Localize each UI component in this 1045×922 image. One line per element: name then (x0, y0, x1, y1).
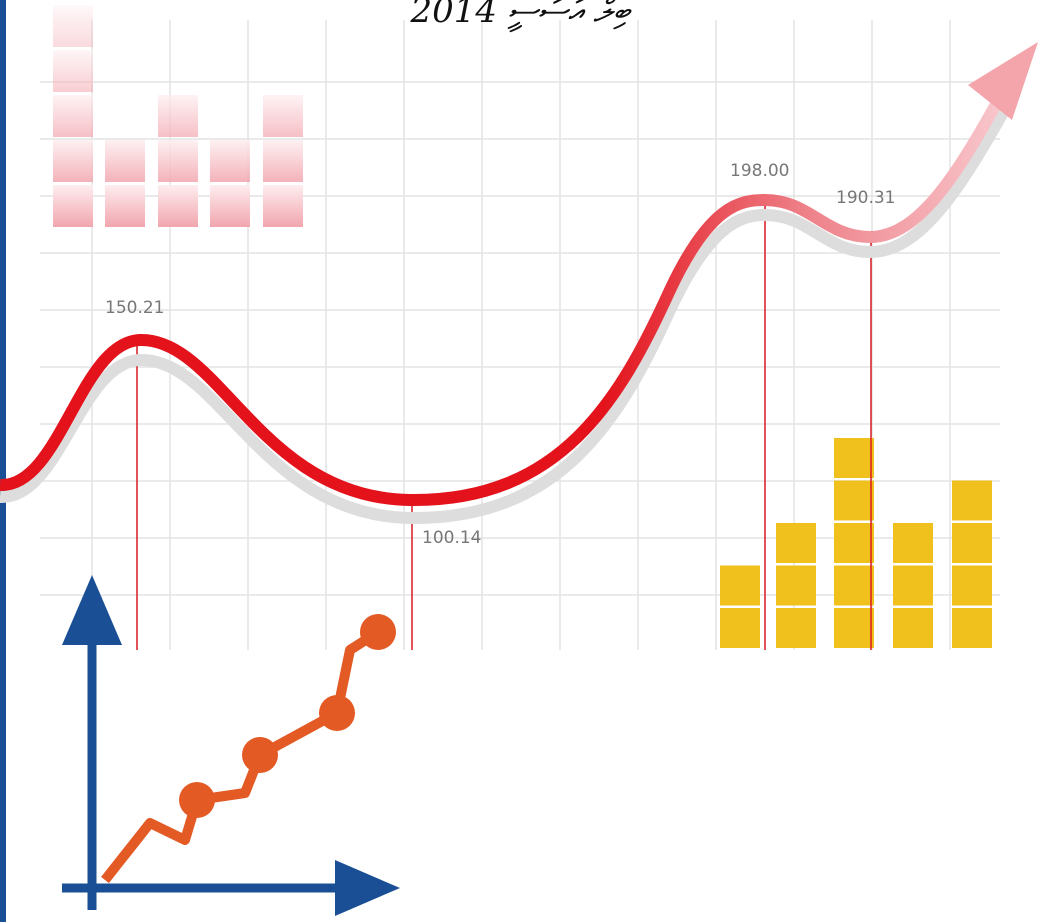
pink-blocks (53, 5, 303, 227)
yellow-block (720, 566, 760, 606)
yellow-block (834, 481, 874, 521)
axes-icon (62, 575, 400, 916)
pink-block (105, 140, 145, 182)
yellow-block (834, 523, 874, 563)
yellow-block (952, 566, 992, 606)
yellow-block (952, 481, 992, 521)
yellow-blocks (720, 438, 992, 648)
yellow-block (952, 523, 992, 563)
infographic: 150.21 100.14 198.00 190.31 ބިލް އަސާސީ … (0, 0, 1045, 922)
pink-block (158, 140, 198, 182)
yellow-block (776, 566, 816, 606)
pink-block (53, 185, 93, 227)
value-label: 190.31 (836, 188, 895, 208)
pink-block (105, 185, 145, 227)
pink-block (210, 140, 250, 182)
yellow-block (893, 566, 933, 606)
pink-block (263, 185, 303, 227)
pink-block (158, 185, 198, 227)
curve-arrowhead (968, 42, 1038, 120)
yellow-block (893, 608, 933, 648)
yellow-block (834, 566, 874, 606)
yellow-block (952, 608, 992, 648)
yellow-block (776, 523, 816, 563)
yellow-block (834, 438, 874, 478)
pink-block (53, 140, 93, 182)
yellow-block (893, 523, 933, 563)
yellow-block (834, 608, 874, 648)
pink-block (53, 95, 93, 137)
value-label: 150.21 (105, 298, 164, 318)
edge-strip (0, 0, 6, 922)
yellow-block (720, 608, 760, 648)
pink-block (263, 140, 303, 182)
pink-block (158, 95, 198, 137)
title: ބިލް އަސާސީ 2014 (410, 0, 633, 33)
pink-block (263, 95, 303, 137)
pink-block (53, 50, 93, 92)
value-label: 100.14 (422, 528, 481, 548)
pink-block (53, 5, 93, 47)
yellow-block (776, 608, 816, 648)
value-label: 198.00 (730, 161, 789, 181)
pink-block (210, 185, 250, 227)
